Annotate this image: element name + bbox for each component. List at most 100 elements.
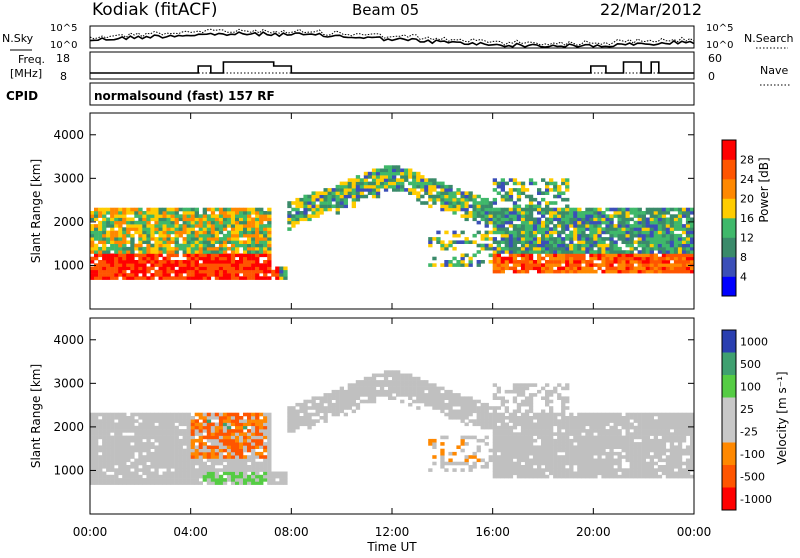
heatmap-cell bbox=[496, 455, 501, 459]
heatmap-cell bbox=[339, 194, 344, 199]
heatmap-cell bbox=[581, 243, 586, 248]
heatmap-cell bbox=[94, 419, 99, 423]
heatmap-cell bbox=[134, 269, 139, 274]
heatmap-cell bbox=[452, 263, 457, 267]
heatmap-cell bbox=[444, 197, 449, 202]
heatmap-cell bbox=[601, 445, 606, 449]
heatmap-cell bbox=[122, 250, 127, 254]
heatmap-cell bbox=[226, 266, 232, 271]
heatmap-cell bbox=[673, 256, 679, 261]
heatmap-cell bbox=[532, 461, 538, 466]
heatmap-cell bbox=[206, 253, 212, 258]
heatmap-cell bbox=[122, 276, 127, 280]
heatmap-cell bbox=[440, 194, 445, 199]
heatmap-cell bbox=[311, 204, 316, 209]
heatmap-cell bbox=[565, 442, 570, 446]
heatmap-cell bbox=[492, 269, 497, 274]
heatmap-cell bbox=[206, 256, 212, 261]
heatmap-cell bbox=[468, 419, 473, 423]
heatmap-cell bbox=[508, 207, 514, 212]
heatmap-cell bbox=[609, 461, 614, 466]
heatmap-cell bbox=[496, 425, 501, 430]
heatmap-cell bbox=[138, 230, 143, 235]
heatmap-cell bbox=[492, 425, 497, 430]
heatmap-cell bbox=[194, 230, 199, 235]
heatmap-cell bbox=[388, 393, 393, 397]
heatmap-cell bbox=[492, 253, 497, 258]
heatmap-cell bbox=[532, 425, 538, 430]
heatmap-cell bbox=[621, 471, 626, 476]
heatmap-cell bbox=[202, 478, 207, 482]
heatmap-cell bbox=[408, 376, 413, 381]
heatmap-cell bbox=[553, 442, 558, 446]
heatmap-cell bbox=[94, 458, 99, 463]
heatmap-cell bbox=[267, 458, 272, 463]
heatmap-cell bbox=[585, 458, 590, 463]
heatmap-cell bbox=[629, 438, 634, 443]
heatmap-cell bbox=[118, 233, 123, 238]
heatmap-cell bbox=[194, 429, 199, 433]
heatmap-cell bbox=[291, 220, 296, 225]
heatmap-cell bbox=[392, 376, 397, 381]
heatmap-cell bbox=[484, 435, 489, 440]
heatmap-cell bbox=[577, 253, 582, 258]
heatmap-cell bbox=[549, 237, 554, 241]
heatmap-cell bbox=[617, 220, 622, 225]
heatmap-cell bbox=[291, 422, 296, 427]
heatmap-cell bbox=[142, 448, 147, 453]
heatmap-cell bbox=[605, 435, 610, 440]
heatmap-cell bbox=[424, 201, 429, 205]
heatmap-cell bbox=[528, 383, 534, 387]
heatmap-cell bbox=[90, 260, 95, 264]
heatmap-cell bbox=[275, 273, 280, 277]
heatmap-cell bbox=[190, 478, 195, 482]
heatmap-cell bbox=[182, 471, 187, 476]
heatmap-cell bbox=[146, 233, 151, 238]
heatmap-cell bbox=[110, 256, 115, 261]
heatmap-cell bbox=[621, 269, 626, 274]
heatmap-cell bbox=[504, 194, 509, 199]
heatmap-cell bbox=[577, 425, 582, 430]
heatmap-cell bbox=[303, 402, 308, 407]
heatmap-cell bbox=[520, 425, 526, 430]
heatmap-cell bbox=[98, 445, 103, 449]
heatmap-cell bbox=[102, 438, 107, 443]
heatmap-cell bbox=[440, 188, 445, 192]
heatmap-cell bbox=[247, 240, 252, 244]
heatmap-cell bbox=[154, 451, 159, 456]
heatmap-cell bbox=[178, 438, 183, 443]
heatmap-cell bbox=[601, 214, 606, 218]
heatmap-cell bbox=[102, 442, 107, 446]
heatmap-cell bbox=[661, 260, 667, 264]
heatmap-cell bbox=[621, 260, 626, 264]
heatmap-cell bbox=[492, 220, 497, 225]
heatmap-cell bbox=[239, 435, 244, 440]
heatmap-cell bbox=[162, 425, 167, 430]
heatmap-cell bbox=[601, 468, 606, 472]
heatmap-cell bbox=[190, 220, 195, 225]
heatmap-cell bbox=[681, 243, 687, 248]
heatmap-cell bbox=[235, 246, 240, 251]
heatmap-cell bbox=[420, 386, 425, 391]
heatmap-cell bbox=[110, 455, 115, 459]
heatmap-cell bbox=[504, 468, 509, 472]
heatmap-cell bbox=[436, 184, 441, 189]
heatmap-cell bbox=[613, 269, 618, 274]
heatmap-cell bbox=[226, 263, 232, 267]
heatmap-cell bbox=[166, 465, 171, 469]
heatmap-cell bbox=[669, 442, 675, 446]
heatmap-cell bbox=[126, 250, 131, 254]
heatmap-cell bbox=[520, 266, 526, 271]
heatmap-cell bbox=[641, 451, 646, 456]
heatmap-cell bbox=[218, 263, 224, 267]
heatmap-cell bbox=[247, 237, 252, 241]
heatmap-cell bbox=[577, 465, 582, 469]
heatmap-cell bbox=[452, 468, 457, 472]
heatmap-cell bbox=[500, 474, 505, 479]
heatmap-cell bbox=[239, 474, 244, 479]
heatmap-cell bbox=[641, 220, 646, 225]
heatmap-cell bbox=[142, 435, 147, 440]
heatmap-cell bbox=[661, 442, 667, 446]
heatmap-cell bbox=[239, 253, 244, 258]
heatmap-cell bbox=[532, 432, 538, 436]
